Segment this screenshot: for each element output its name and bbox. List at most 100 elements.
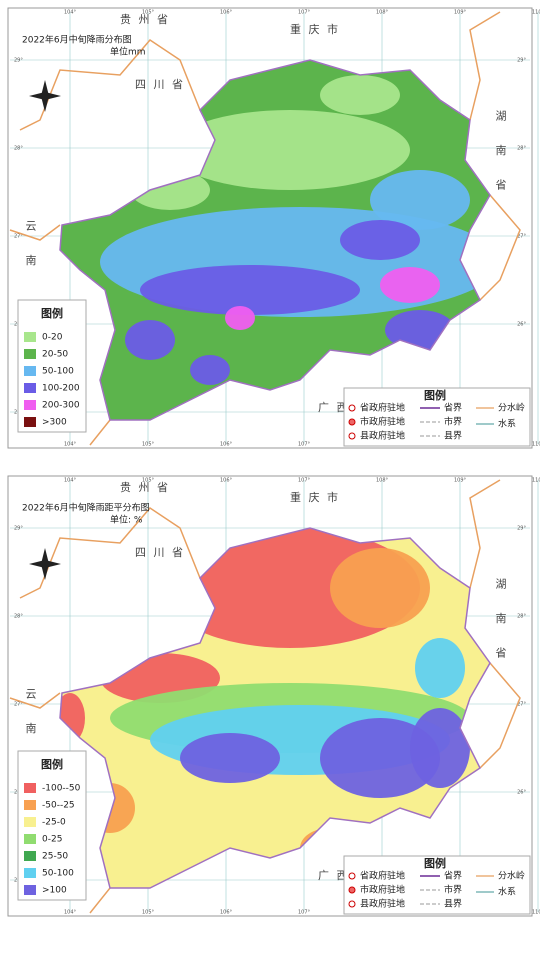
legend-label: -50--25 xyxy=(42,801,75,811)
region-name: 重 庆 市 xyxy=(290,22,340,36)
lon-label: 107° xyxy=(298,442,311,448)
lat-label: 28° xyxy=(14,146,23,152)
lon-label: 109° xyxy=(454,478,467,484)
zone xyxy=(380,267,440,303)
symbol-label: 省界 xyxy=(444,402,462,414)
zone xyxy=(170,110,410,190)
lon-label: 104° xyxy=(64,442,77,448)
lon-label: 105° xyxy=(142,442,155,448)
symbol-label: 水系 xyxy=(498,886,516,898)
province-border xyxy=(9,224,111,446)
legend-label: 200-300 xyxy=(42,401,80,411)
legend-swatch xyxy=(24,834,36,844)
symbol-label: 县界 xyxy=(444,431,462,442)
legend-label: -100--50 xyxy=(42,784,81,794)
lon-label: 106° xyxy=(220,442,233,448)
lon-label: 107° xyxy=(298,10,311,16)
zone xyxy=(370,170,470,230)
map-panel: 104°104°105°105°106°106°107°107°108°108°… xyxy=(7,7,540,449)
zone xyxy=(225,306,255,330)
province-border xyxy=(469,479,501,589)
lon-label: 105° xyxy=(142,10,155,16)
lat-label: 28° xyxy=(517,614,526,620)
symbol xyxy=(348,900,356,908)
legend-swatch xyxy=(24,800,36,810)
symbol-label: 县界 xyxy=(444,899,462,910)
lon-label: 104° xyxy=(64,478,77,484)
legend-swatch xyxy=(24,851,36,861)
symbol-label: 县政府驻地 xyxy=(360,898,405,910)
lon-label: 109° xyxy=(454,10,467,16)
lat-label: 29° xyxy=(517,526,526,532)
symbol xyxy=(348,404,356,412)
province-border xyxy=(479,194,521,301)
province-name: 贵 州 省 xyxy=(120,481,170,494)
lon-label: 107° xyxy=(298,478,311,484)
legend-swatch xyxy=(24,417,36,427)
region-name: 云 南 xyxy=(24,220,37,276)
zone xyxy=(180,733,280,783)
province-border xyxy=(19,39,201,131)
legend-label: 100-200 xyxy=(42,384,80,394)
legend-swatch xyxy=(24,783,36,793)
zone xyxy=(410,708,470,788)
zone xyxy=(330,548,430,628)
lon-label: 110° xyxy=(532,478,540,484)
legend-swatch xyxy=(24,868,36,878)
legend-swatch xyxy=(24,885,36,895)
zone xyxy=(415,638,465,698)
province-border xyxy=(469,11,501,121)
province-border xyxy=(19,507,201,599)
region-name: 重 庆 市 xyxy=(290,490,340,504)
lon-label: 107° xyxy=(298,910,311,916)
legend-title: 图例 xyxy=(41,306,63,320)
compass xyxy=(29,548,61,580)
symbol xyxy=(348,886,356,894)
legend-swatch xyxy=(24,383,36,393)
region-name: 广 西 xyxy=(318,869,350,882)
zone xyxy=(140,265,360,315)
compass xyxy=(29,80,61,112)
symbol-label: 分水岭 xyxy=(498,870,525,882)
lat-label: 27° xyxy=(14,702,23,708)
legend-label: 50-100 xyxy=(42,869,74,879)
map-unit: 单位: % xyxy=(110,514,143,526)
lat-label: 28° xyxy=(14,614,23,620)
legend-swatch xyxy=(24,366,36,376)
province-name: 贵 州 省 xyxy=(120,13,170,26)
symbol xyxy=(348,432,356,440)
lat-label: 27° xyxy=(14,234,23,240)
symbol xyxy=(348,872,356,880)
lon-label: 105° xyxy=(142,910,155,916)
legend-label: 0-25 xyxy=(42,835,62,845)
legend-label: >300 xyxy=(42,418,67,428)
map-panel: 104°104°105°105°106°106°107°107°108°108°… xyxy=(7,475,540,917)
region-name: 四 川 省 xyxy=(135,78,185,91)
legend-swatch xyxy=(24,400,36,410)
lon-label: 108° xyxy=(376,10,389,16)
zone xyxy=(340,220,420,260)
lon-label: 105° xyxy=(142,478,155,484)
zone xyxy=(125,320,175,360)
symbol-legend-title: 图例 xyxy=(424,856,446,870)
region-name: 四 川 省 xyxy=(135,546,185,559)
lon-label: 110° xyxy=(532,442,540,448)
symbol-label: 市政府驻地 xyxy=(360,884,405,896)
province-border xyxy=(479,662,521,769)
lon-label: 104° xyxy=(64,10,77,16)
lat-label: 27° xyxy=(517,234,526,240)
symbol-label: 省界 xyxy=(444,870,462,882)
legend-label: 0-20 xyxy=(42,333,63,343)
lon-label: 106° xyxy=(220,910,233,916)
symbol-label: 市界 xyxy=(444,416,462,428)
legend-label: >100 xyxy=(42,886,67,896)
symbol-legend-title: 图例 xyxy=(424,388,446,402)
symbol-label: 市政府驻地 xyxy=(360,416,405,428)
symbol-label: 省政府驻地 xyxy=(360,402,405,414)
lon-label: 106° xyxy=(220,478,233,484)
legend-label: 20-50 xyxy=(42,350,68,360)
zone xyxy=(190,355,230,385)
region-name: 云 南 xyxy=(24,688,37,744)
lat-label: 29° xyxy=(517,58,526,64)
legend-label: 25-50 xyxy=(42,852,68,862)
